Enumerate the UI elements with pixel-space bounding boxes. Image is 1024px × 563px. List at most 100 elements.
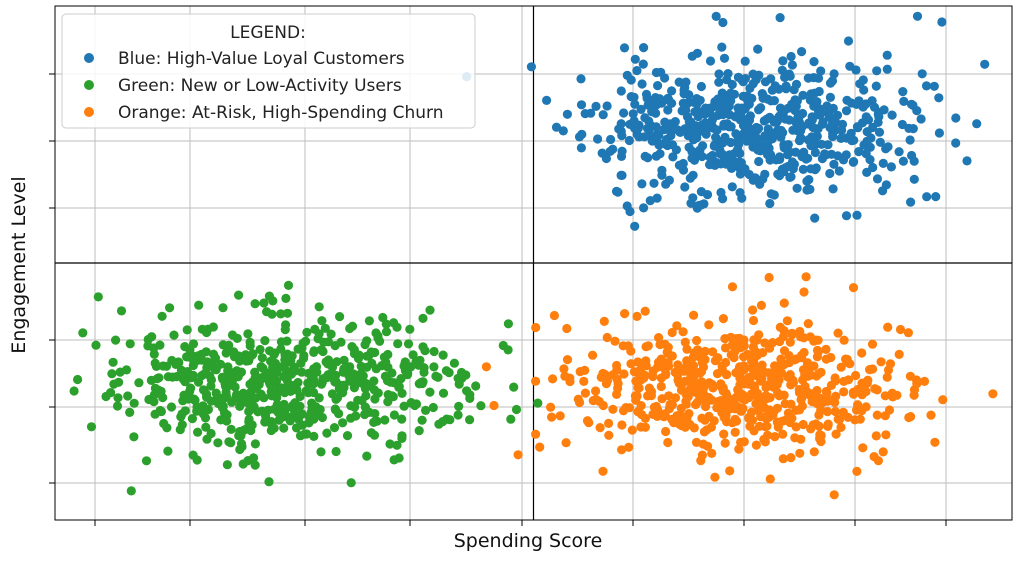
data-point bbox=[771, 155, 781, 165]
data-point bbox=[281, 293, 291, 303]
data-point bbox=[226, 424, 236, 434]
data-point bbox=[807, 132, 817, 142]
legend-marker bbox=[84, 53, 94, 63]
data-point bbox=[434, 419, 444, 429]
data-point bbox=[934, 93, 944, 103]
data-point bbox=[852, 466, 862, 476]
data-point bbox=[667, 327, 677, 338]
data-point bbox=[176, 412, 186, 422]
data-point bbox=[895, 324, 906, 335]
data-point bbox=[873, 456, 884, 466]
data-point bbox=[656, 381, 666, 392]
data-point bbox=[605, 146, 615, 156]
data-point bbox=[380, 415, 390, 425]
data-point bbox=[905, 371, 916, 381]
data-point bbox=[226, 438, 236, 448]
data-point bbox=[765, 198, 775, 209]
data-point bbox=[926, 410, 936, 420]
data-point bbox=[823, 140, 833, 150]
data-point bbox=[909, 390, 919, 400]
data-point bbox=[643, 153, 653, 163]
data-point bbox=[661, 426, 671, 437]
data-point bbox=[798, 419, 808, 430]
data-point bbox=[636, 422, 646, 432]
data-point bbox=[654, 140, 664, 150]
data-point bbox=[951, 138, 961, 148]
legend-label: Blue: High-Value Loyal Customers bbox=[118, 49, 405, 69]
x-axis-label: Spending Score bbox=[454, 530, 603, 552]
data-point bbox=[627, 425, 637, 435]
data-point bbox=[777, 65, 787, 75]
data-point bbox=[906, 99, 917, 109]
data-point bbox=[659, 412, 669, 422]
data-point bbox=[855, 414, 865, 424]
data-point bbox=[576, 100, 587, 110]
data-point bbox=[213, 438, 223, 448]
data-point bbox=[828, 184, 838, 194]
data-point bbox=[765, 474, 775, 484]
data-point bbox=[489, 400, 499, 411]
data-point bbox=[360, 340, 370, 350]
data-point bbox=[155, 340, 165, 350]
data-point bbox=[646, 391, 657, 401]
data-point bbox=[549, 310, 560, 321]
data-point bbox=[784, 351, 794, 361]
data-point bbox=[445, 415, 455, 425]
data-point bbox=[709, 416, 719, 426]
data-point bbox=[653, 405, 663, 415]
data-point bbox=[657, 170, 667, 180]
data-point bbox=[235, 401, 245, 411]
data-point bbox=[727, 282, 738, 292]
data-point bbox=[558, 126, 568, 136]
data-point bbox=[748, 315, 759, 326]
data-point bbox=[407, 398, 417, 408]
data-point bbox=[630, 99, 640, 109]
data-point bbox=[761, 391, 771, 401]
data-point bbox=[598, 110, 608, 120]
data-point bbox=[688, 352, 698, 362]
data-point bbox=[843, 412, 853, 422]
data-point bbox=[801, 272, 811, 282]
data-point bbox=[899, 96, 909, 106]
data-point bbox=[630, 54, 640, 64]
data-point bbox=[912, 106, 922, 116]
data-point bbox=[701, 129, 711, 139]
data-point bbox=[647, 136, 657, 146]
data-point bbox=[849, 389, 859, 399]
data-point bbox=[754, 156, 764, 167]
data-point bbox=[709, 123, 719, 133]
data-point bbox=[679, 89, 689, 99]
data-point bbox=[778, 429, 788, 439]
data-point bbox=[710, 160, 720, 170]
data-point bbox=[791, 405, 801, 415]
data-point bbox=[726, 88, 736, 98]
data-point bbox=[637, 179, 647, 189]
data-point bbox=[833, 328, 843, 338]
data-point bbox=[268, 296, 278, 306]
data-point bbox=[86, 422, 97, 432]
data-point bbox=[717, 364, 727, 375]
data-point bbox=[839, 387, 849, 397]
data-point bbox=[752, 370, 762, 381]
data-point bbox=[193, 427, 203, 437]
data-point bbox=[812, 352, 823, 362]
data-point bbox=[202, 327, 212, 338]
data-point bbox=[126, 486, 136, 496]
data-point bbox=[748, 305, 758, 315]
data-point bbox=[718, 314, 729, 324]
data-point bbox=[692, 133, 702, 143]
series-2 bbox=[481, 272, 998, 500]
data-point bbox=[767, 373, 777, 384]
data-point bbox=[757, 401, 768, 411]
data-point bbox=[309, 431, 319, 441]
data-point bbox=[660, 73, 670, 83]
data-point bbox=[302, 327, 312, 337]
data-point bbox=[696, 187, 707, 197]
data-point bbox=[687, 51, 697, 61]
data-point bbox=[816, 66, 826, 76]
data-point bbox=[806, 141, 816, 151]
data-point bbox=[882, 372, 892, 382]
data-point bbox=[652, 362, 663, 372]
data-point bbox=[175, 425, 185, 435]
data-point bbox=[898, 87, 908, 97]
